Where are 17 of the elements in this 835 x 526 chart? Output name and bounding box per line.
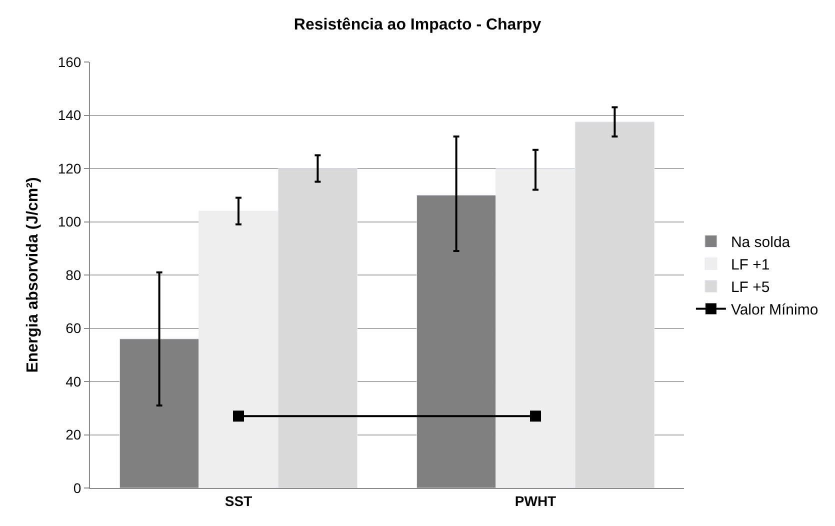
y-tick-label: 120 bbox=[58, 160, 82, 176]
legend-label: LF +1 bbox=[730, 256, 770, 274]
y-tick-label: 60 bbox=[66, 320, 82, 336]
y-tick-label: 160 bbox=[58, 54, 82, 70]
chart-title: Resistência ao Impacto - Charpy bbox=[294, 16, 542, 34]
y-tick-label: 100 bbox=[58, 214, 82, 230]
legend-label: Valor Mínimo bbox=[730, 302, 818, 319]
y-tick-label: 140 bbox=[58, 107, 82, 124]
x-tick-label: SST bbox=[224, 492, 253, 509]
y-axis-title: Energia absorvida (J/cm²) bbox=[24, 177, 42, 373]
y-tick-label: 20 bbox=[66, 426, 82, 443]
y-tick-label: 0 bbox=[73, 480, 82, 496]
legend-label: Na solda bbox=[730, 234, 791, 252]
y-tick-label: 80 bbox=[66, 266, 82, 283]
x-tick-label: PWHT bbox=[514, 492, 557, 509]
y-tick-label: 40 bbox=[66, 373, 82, 390]
legend-label: LF +5 bbox=[730, 279, 770, 296]
